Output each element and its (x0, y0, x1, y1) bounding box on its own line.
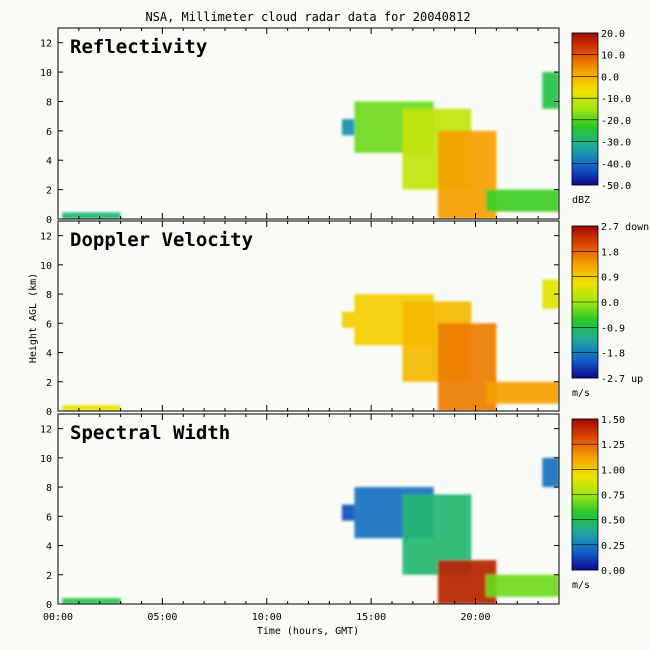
y-tick-label: 6 (46, 512, 52, 523)
panel-title: Doppler Velocity (70, 229, 253, 251)
radar-echo-region (542, 457, 559, 488)
panel-reflectivity: 0 2 4 6 8 10 12 Reflectivity 20.0 10.0 0.0 -10.0 -20… (40, 27, 631, 226)
radar-echo-region (485, 381, 559, 404)
radar-echo-region (341, 119, 355, 136)
colorbar-tick-label: 0.75 (601, 491, 625, 502)
y-tick-label: 10 (40, 68, 52, 79)
colorbar-tick-label: 10.0 (601, 51, 625, 62)
colorbar-tick-label: -20.0 (601, 116, 631, 127)
y-tick-label: 12 (40, 232, 52, 243)
colorbar-tick-label: 1.00 (601, 465, 625, 476)
colorbar-unit: m/s (572, 580, 590, 591)
panel-doppler-velocity: 0 2 4 6 8 10 12 Doppler Velocity 2.7 down 1.8 0.9 0… (40, 220, 649, 418)
panel-title: Spectral Width (70, 422, 230, 444)
colorbar-unit: m/s (572, 388, 590, 399)
y-tick-label: 12 (40, 39, 52, 50)
y-tick-label: 4 (46, 349, 52, 360)
y-tick-label: 2 (46, 186, 52, 197)
radar-echo-region (62, 212, 121, 219)
y-tick-label: 0 (46, 215, 52, 226)
radar-echo-region (341, 504, 355, 521)
y-tick-label: 10 (40, 454, 52, 465)
y-tick-label: 4 (46, 156, 52, 167)
colorbar-tick-label: 0.00 (601, 566, 625, 577)
radar-echo-region (62, 405, 121, 411)
colorbar-unit: dBZ (572, 195, 590, 206)
colorbar-tick-label: 1.50 (601, 415, 625, 426)
colorbar-tick-label: -1.8 (601, 349, 625, 360)
figure-title: NSA, Millimeter cloud radar data for 200… (145, 10, 470, 24)
y-tick-label: 12 (40, 425, 52, 436)
colorbar-tick-label: 0.25 (601, 541, 625, 552)
panel-spectral-width: 0 2 4 6 8 10 12 Spectral Width 1.50 1.25 1.00 0.75 0… (40, 413, 625, 611)
colorbar (572, 33, 598, 185)
radar-echo-region (485, 574, 559, 597)
x-tick-label: 00:00 (43, 612, 73, 623)
colorbar-tick-label: 1.8 (601, 247, 619, 258)
radar-echo-region (341, 311, 355, 328)
colorbar-tick-label: -40.0 (601, 159, 631, 170)
panel-title: Reflectivity (70, 36, 207, 58)
colorbar-tick-label: 0.50 (601, 516, 625, 527)
y-tick-label: 0 (46, 407, 52, 418)
colorbar-tick-label: -30.0 (601, 138, 631, 149)
radar-echo-region (485, 189, 559, 212)
x-tick-label: 20:00 (460, 612, 490, 623)
radar-echo-region (542, 279, 559, 309)
y-tick-label: 4 (46, 542, 52, 553)
colorbar-tick-label: -0.9 (601, 323, 625, 334)
y-tick-label: 8 (46, 97, 52, 108)
x-tick-labels: 00:00 05:00 10:00 15:00 20:00 (43, 612, 491, 623)
y-tick-label: 6 (46, 319, 52, 330)
x-tick-label: 10:00 (252, 612, 282, 623)
colorbar-tick-label: 0.9 (601, 273, 619, 284)
colorbar-tick-label: -50.0 (601, 181, 631, 192)
y-axis-label: Height AGL (km) (28, 273, 39, 363)
y-tick-label: 8 (46, 483, 52, 494)
y-tick-label: 6 (46, 127, 52, 138)
x-axis-label: Time (hours, GMT) (257, 626, 359, 637)
y-tick-label: 2 (46, 571, 52, 582)
radar-echo-region (62, 598, 121, 604)
colorbar-tick-label: -10.0 (601, 94, 631, 105)
radar-echo-region (542, 72, 559, 109)
x-tick-label: 15:00 (356, 612, 386, 623)
colorbar-tick-label: 2.7 down (601, 222, 649, 233)
colorbar-tick-label: 0.0 (601, 298, 619, 309)
colorbar-tick-label: 1.25 (601, 440, 625, 451)
y-tick-label: 0 (46, 600, 52, 611)
radar-echo-layer (62, 279, 559, 411)
y-tick-label: 10 (40, 261, 52, 272)
radar-echo-layer (62, 72, 559, 219)
y-tick-label: 8 (46, 290, 52, 301)
colorbar-tick-label: 20.0 (601, 29, 625, 40)
colorbar-tick-label: 0.0 (601, 72, 619, 83)
colorbar-tick-label: -2.7 up (601, 374, 643, 385)
y-tick-label: 2 (46, 378, 52, 389)
x-tick-label: 05:00 (147, 612, 177, 623)
radar-echo-layer (62, 457, 559, 604)
